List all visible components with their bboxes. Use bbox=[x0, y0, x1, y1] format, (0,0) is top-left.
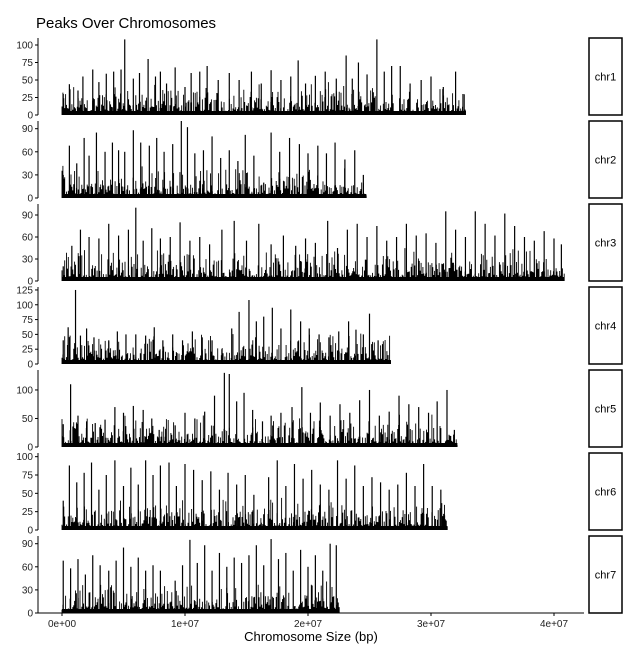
facet-strip bbox=[588, 203, 623, 282]
x-tick-label: 2e+07 bbox=[294, 619, 323, 630]
y-tick-label: 75 bbox=[22, 315, 34, 326]
x-tick-label: 1e+07 bbox=[171, 619, 200, 630]
x-tick-label: 4e+07 bbox=[540, 619, 569, 630]
y-tick-label: 0 bbox=[27, 443, 33, 454]
y-tick-label: 100 bbox=[16, 452, 33, 463]
facet-panel-chr1: 0 25 50 75 100 chr1 bbox=[16, 37, 623, 122]
facet-strip-label: chr1 bbox=[595, 72, 616, 84]
y-tick-label: 25 bbox=[22, 345, 34, 356]
x-tick-label: 3e+07 bbox=[417, 619, 446, 630]
coverage-texture bbox=[61, 414, 458, 447]
coverage-texture bbox=[61, 82, 466, 115]
facet-strip-label: chr2 bbox=[595, 155, 616, 167]
y-tick-label: 25 bbox=[22, 507, 34, 518]
y-tick-label: 125 bbox=[16, 285, 33, 296]
x-axis: 0e+00 1e+07 2e+07 3e+07 4e+07 bbox=[38, 612, 584, 630]
y-tick-label: 0 bbox=[27, 194, 33, 205]
y-tick-label: 90 bbox=[22, 539, 34, 550]
y-tick-label: 0 bbox=[27, 277, 33, 288]
facet-strip-label: chr3 bbox=[595, 238, 616, 250]
y-tick-label: 100 bbox=[16, 41, 33, 52]
y-tick-label: 30 bbox=[22, 255, 34, 266]
facet-panel-chr7: 0 30 60 90 chr7 bbox=[22, 535, 623, 620]
y-tick-label: 75 bbox=[22, 471, 34, 482]
y-tick-label: 60 bbox=[22, 147, 34, 158]
y-tick-label: 60 bbox=[22, 233, 34, 244]
y-tick-label: 60 bbox=[22, 562, 34, 573]
y-tick-label: 25 bbox=[22, 93, 34, 104]
coverage-texture bbox=[61, 248, 565, 281]
y-tick-label: 0 bbox=[27, 111, 33, 122]
facet-strip bbox=[588, 286, 623, 365]
facet-strip bbox=[588, 535, 623, 614]
facet-strip-label: chr6 bbox=[595, 487, 616, 499]
y-tick-label: 0 bbox=[27, 609, 33, 620]
y-tick-label: 30 bbox=[22, 585, 34, 596]
facet-strip-label: chr4 bbox=[595, 321, 616, 333]
facet-panel-chr3: 0 30 60 90 chr3 bbox=[22, 203, 623, 288]
chart-title: Peaks Over Chromosomes bbox=[36, 15, 216, 32]
y-tick-label: 75 bbox=[22, 58, 34, 69]
y-tick-label: 0 bbox=[27, 526, 33, 537]
facet-panel-chr2: 0 30 60 90 chr2 bbox=[22, 120, 623, 205]
facet-strip bbox=[588, 452, 623, 531]
coverage-texture bbox=[61, 581, 340, 613]
y-tick-label: 90 bbox=[22, 124, 34, 135]
y-tick-label: 100 bbox=[16, 385, 33, 396]
y-tick-label: 0 bbox=[27, 360, 33, 371]
y-tick-label: 90 bbox=[22, 211, 34, 222]
x-axis-title: Chromosome Size (bp) bbox=[244, 629, 378, 644]
facet-strip-label: chr7 bbox=[595, 570, 616, 582]
facet-panel-chr4: 0 25 50 75 100 125 chr4 bbox=[16, 285, 623, 371]
y-tick-label: 50 bbox=[22, 414, 34, 425]
y-tick-label: 50 bbox=[22, 76, 34, 87]
facet-strip-label: chr5 bbox=[595, 404, 616, 416]
facet-strip bbox=[588, 37, 623, 116]
coverage-texture bbox=[61, 165, 367, 198]
coverage-texture bbox=[61, 497, 448, 530]
facet-panel-chr6: 0 25 50 75 100 chr6 bbox=[16, 452, 623, 537]
x-tick-label: 0e+00 bbox=[48, 619, 77, 630]
facet-panel-chr5: 0 50 100 chr5 bbox=[16, 369, 623, 454]
y-tick-label: 50 bbox=[22, 330, 34, 341]
facet-strip bbox=[588, 369, 623, 448]
y-tick-label: 50 bbox=[22, 489, 34, 500]
y-tick-label: 100 bbox=[16, 300, 33, 311]
coverage-texture bbox=[61, 332, 391, 364]
y-tick-label: 30 bbox=[22, 170, 34, 181]
facet-panels: 0 25 50 75 100 chr1 0 30 60 90 chr2 0 30 60 90 chr3 0 25 5… bbox=[16, 37, 623, 620]
facet-strip bbox=[588, 120, 623, 199]
